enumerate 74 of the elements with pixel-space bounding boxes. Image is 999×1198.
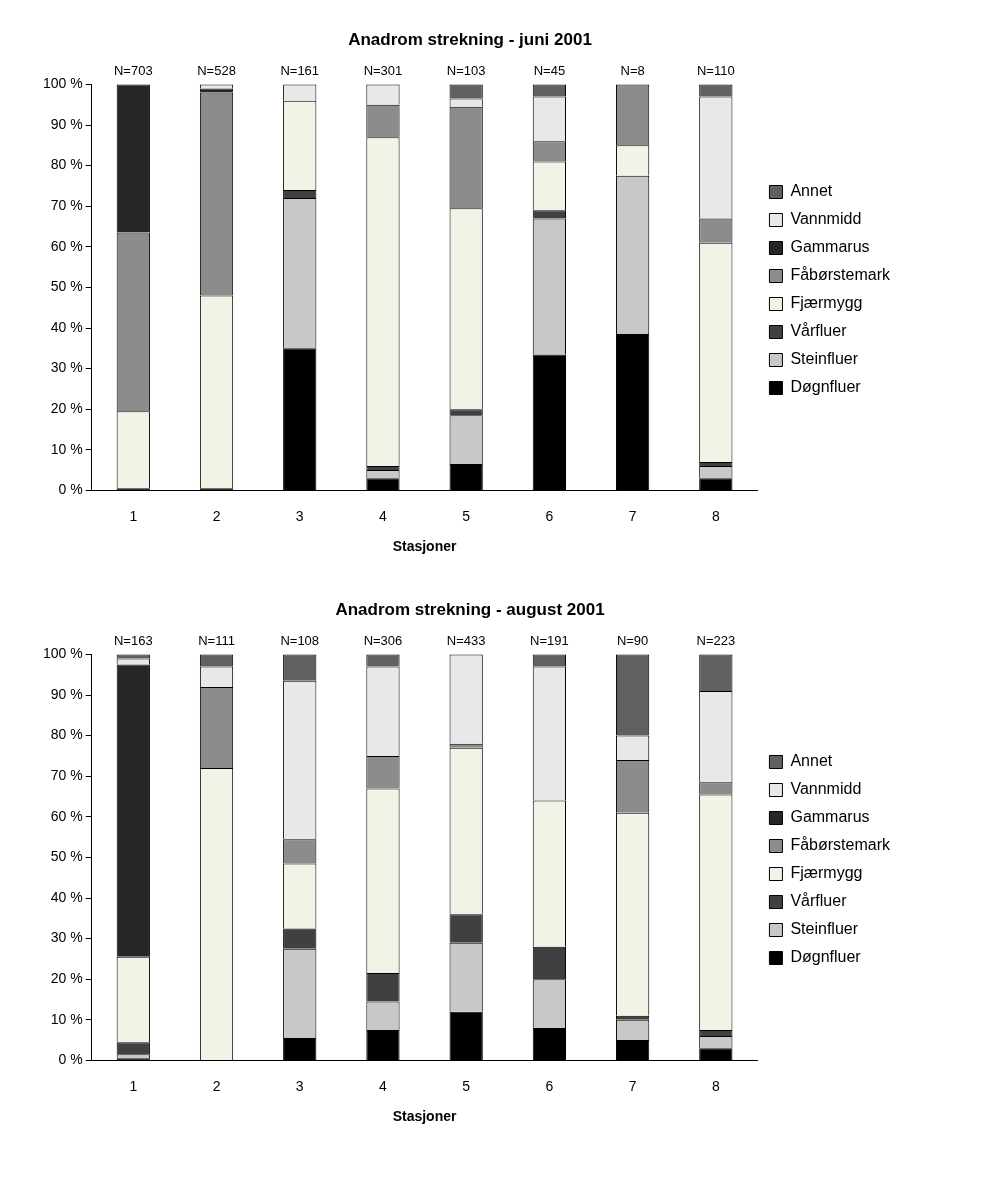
legend-label: Annet	[790, 182, 833, 200]
x-tick-label: 7	[628, 1077, 637, 1094]
y-tick-label: 70 %	[50, 767, 83, 784]
legend-label: Steinfluer	[790, 920, 859, 938]
chart-title: Anadrom strekning - august 2001	[335, 599, 605, 619]
y-tick-label: 80 %	[50, 726, 83, 743]
x-tick-label: 4	[379, 507, 388, 524]
x-tick-label: 3	[295, 1077, 304, 1094]
y-tick-label: 100 %	[42, 645, 83, 662]
x-tick-label: 8	[711, 507, 720, 524]
y-tick-label: 50 %	[50, 278, 83, 295]
legend-label: Fjærmygg	[790, 294, 863, 312]
legend-label: Døgnfluer	[790, 378, 862, 396]
y-tick-label: 40 %	[50, 888, 83, 905]
x-tick-label: 2	[212, 507, 221, 524]
annotation: N=103	[446, 63, 486, 79]
annotation: N=223	[696, 633, 736, 649]
annotation: N=306	[363, 633, 403, 649]
x-tick-label: 1	[129, 1077, 138, 1094]
y-tick-label: 30 %	[50, 929, 83, 946]
annotation: N=301	[363, 63, 403, 79]
annotation: N=8	[620, 63, 645, 79]
x-tick-label: 5	[462, 507, 471, 524]
y-tick-label: 90 %	[50, 115, 83, 132]
x-tick-label: 8	[711, 1077, 720, 1094]
y-tick-label: 10 %	[50, 1010, 83, 1027]
y-tick-label: 20 %	[50, 970, 83, 987]
legend-label: Fåbørstemark	[790, 266, 891, 284]
x-axis-title: Stasjoner	[392, 1108, 458, 1125]
x-axis-title: Stasjoner	[392, 538, 458, 555]
y-tick-label: 90 %	[50, 685, 83, 702]
annotation: N=433	[446, 633, 486, 649]
legend-label: Fjærmygg	[790, 864, 863, 882]
x-tick-label: 3	[295, 507, 304, 524]
legend-label: Steinfluer	[790, 350, 859, 368]
annotation: N=191	[530, 633, 569, 649]
x-tick-label: 6	[545, 507, 554, 524]
y-tick-label: 60 %	[50, 237, 83, 254]
annotation: N=528	[197, 63, 236, 79]
x-tick-label: 2	[212, 1077, 221, 1094]
y-tick-label: 80 %	[50, 156, 83, 173]
y-tick-label: 60 %	[50, 807, 83, 824]
annotation: N=110	[696, 63, 735, 79]
x-tick-label: 7	[628, 507, 637, 524]
y-tick-label: 100 %	[42, 75, 83, 92]
y-tick-label: 30 %	[50, 359, 83, 376]
x-tick-label: 4	[379, 1077, 388, 1094]
x-tick-label: 1	[129, 507, 138, 524]
y-tick-label: 50 %	[50, 848, 83, 865]
legend-label: Vannmidd	[790, 780, 862, 798]
chart-title: Anadrom strekning - juni 2001	[348, 29, 592, 49]
annotation: N=108	[280, 633, 320, 649]
y-tick-label: 0 %	[58, 481, 83, 498]
y-tick-label: 20 %	[50, 400, 83, 417]
y-tick-label: 0 %	[58, 1051, 83, 1068]
y-tick-label: 10 %	[50, 440, 83, 457]
legend-label: Vårfluer	[790, 322, 848, 340]
x-tick-label: 5	[462, 1077, 471, 1094]
legend-label: Døgnfluer	[790, 948, 862, 966]
legend-label: Vårfluer	[790, 892, 848, 910]
annotation: N=90	[616, 633, 649, 649]
legend-label: Gammarus	[790, 238, 870, 256]
y-tick-label: 40 %	[50, 318, 83, 335]
legend-label: Gammarus	[790, 808, 870, 826]
annotation: N=163	[113, 633, 153, 649]
legend-label: Annet	[790, 752, 833, 770]
legend-label: Fåbørstemark	[790, 836, 891, 854]
annotation: N=161	[280, 63, 320, 79]
legend-label: Vannmidd	[790, 210, 862, 228]
x-tick-label: 6	[545, 1077, 554, 1094]
annotation: N=111	[198, 633, 235, 649]
annotation: N=703	[113, 63, 153, 79]
y-tick-label: 70 %	[50, 197, 83, 214]
annotation: N=45	[533, 63, 566, 79]
